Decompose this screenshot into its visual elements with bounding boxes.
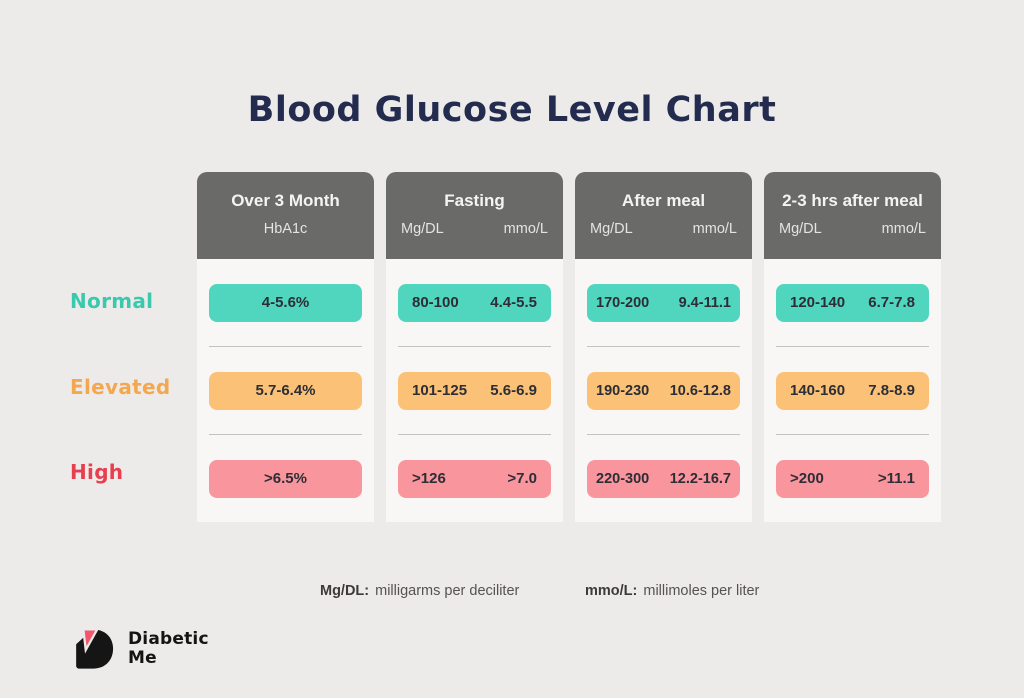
row-label-elevated: Elevated [70,375,171,399]
row-label-high: High [70,460,124,484]
column-body: 120-140 6.7-7.8 140-160 7.8-8.9 >200 >11.1 [764,259,941,522]
column-body: 4-5.6% 5.7-6.4% >6.5% [197,259,374,522]
column-header-title: Over 3 Month [231,191,340,210]
column-body: 80-100 4.4-5.5 101-125 5.6-6.9 >126 >7.0 [386,259,563,522]
column-unit-mmol: mmo/L [503,221,548,237]
row-divider [587,434,740,435]
footnote-definition: milligarms per deciliter [375,583,520,599]
pill-over3month-normal: 4-5.6% [209,283,362,322]
column-header: Fasting Mg/DL mmo/L [386,172,563,259]
column-body: 170-200 9.4-11.1 190-230 10.6-12.8 220-300… [575,259,752,522]
pill-over3month-elevated: 5.7-6.4% [209,371,362,410]
column-header: After meal Mg/DL mmo/L [575,172,752,259]
pill-23hrs-elevated: 140-160 7.8-8.9 [776,371,929,410]
column-unit-hba1c: HbA1c [263,221,308,237]
column-unit-mmol: mmo/L [692,221,737,237]
footnote-mmol: mmo/L: millimoles per liter [585,583,759,599]
pill-fasting-normal: 80-100 4.4-5.5 [398,283,551,322]
logo-text: Diabetic Me [128,628,209,668]
footnote-term: Mg/DL: [320,583,370,599]
pill-aftermeal-normal: 170-200 9.4-11.1 [587,283,740,322]
logo-line1: Diabetic [128,628,209,649]
row-divider [398,434,551,435]
column-header-title: Fasting [444,191,505,210]
d-logo-icon [68,626,115,672]
column-header-title: After meal [621,191,706,210]
column-unit-mgdl: Mg/DL [401,221,444,237]
pill-fasting-elevated: 101-125 5.6-6.9 [398,371,551,410]
row-divider [587,346,740,347]
row-divider [398,346,551,347]
column-over-3-month: Over 3 Month HbA1c 4-5.6% 5.7-6.4% >6.5% [197,172,374,522]
pill-23hrs-normal: 120-140 6.7-7.8 [776,283,929,322]
column-fasting: Fasting Mg/DL mmo/L 80-100 4.4-5.5 101-12… [386,172,563,522]
column-unit-mgdl: Mg/DL [779,221,822,237]
pill-aftermeal-high: 220-300 12.2-16.7 [587,459,740,498]
pill-aftermeal-elevated: 190-230 10.6-12.8 [587,371,740,410]
column-unit-mgdl: Mg/DL [590,221,633,237]
footnote-definition: millimoles per liter [643,583,760,599]
pill-over3month-high: >6.5% [209,459,362,498]
column-after-meal: After meal Mg/DL mmo/L 170-200 9.4-11.1 1… [575,172,752,522]
row-divider [776,434,929,435]
footnote-mgdl: Mg/DL: milligarms per deciliter [320,583,519,599]
column-header: 2-3 hrs after meal Mg/DL mmo/L [764,172,941,259]
pill-fasting-high: >126 >7.0 [398,459,551,498]
column-2-3-hrs-after-meal: 2-3 hrs after meal Mg/DL mmo/L 120-140 6.… [764,172,941,522]
diabetic-me-logo: Diabetic Me [68,626,209,672]
glucose-table: Over 3 Month HbA1c 4-5.6% 5.7-6.4% >6.5%… [197,172,941,522]
row-divider [776,346,929,347]
footnote-term: mmo/L: [585,583,638,599]
row-label-normal: Normal [70,289,154,313]
logo-line2: Me [128,648,157,668]
column-header: Over 3 Month HbA1c [197,172,374,259]
row-divider [209,434,362,435]
row-divider [209,346,362,347]
pill-23hrs-high: >200 >11.1 [776,459,929,498]
column-unit-mmol: mmo/L [881,221,926,237]
column-header-title: 2-3 hrs after meal [782,191,923,210]
page-title: Blood Glucose Level Chart [247,90,777,131]
